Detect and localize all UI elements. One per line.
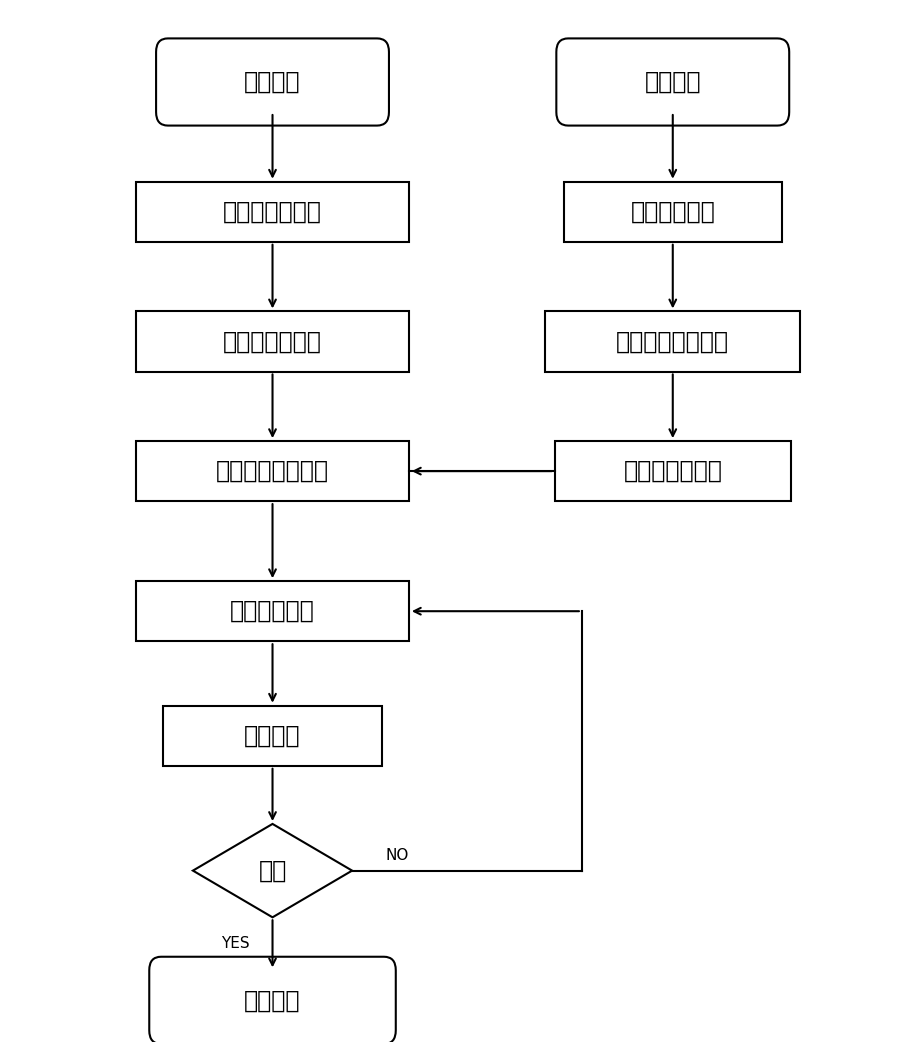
FancyBboxPatch shape: [136, 582, 409, 641]
FancyBboxPatch shape: [556, 39, 789, 126]
FancyBboxPatch shape: [150, 957, 396, 1044]
Text: 构造形状驱动项: 构造形状驱动项: [623, 459, 722, 483]
Polygon shape: [193, 824, 353, 917]
Text: 输入图像: 输入图像: [244, 70, 301, 94]
Text: 曲线演化: 曲线演化: [244, 724, 301, 748]
Text: 收敛: 收敛: [258, 859, 286, 883]
Text: 初始化演化曲线: 初始化演化曲线: [223, 200, 322, 224]
Text: 独立成分分析: 独立成分分析: [631, 200, 715, 224]
FancyBboxPatch shape: [136, 182, 409, 242]
FancyBboxPatch shape: [564, 182, 782, 242]
Text: 构造数据驱动项: 构造数据驱动项: [223, 329, 322, 354]
FancyBboxPatch shape: [163, 706, 382, 766]
FancyBboxPatch shape: [545, 312, 800, 371]
FancyBboxPatch shape: [156, 39, 389, 126]
Text: NO: NO: [386, 847, 409, 863]
Text: 分割结果: 分割结果: [244, 988, 301, 1013]
FancyBboxPatch shape: [136, 441, 409, 501]
Text: 构造总的能量函数: 构造总的能量函数: [216, 459, 329, 483]
FancyBboxPatch shape: [554, 441, 791, 501]
Text: 估计形状先验分布: 估计形状先验分布: [616, 329, 729, 354]
FancyBboxPatch shape: [136, 312, 409, 371]
Text: YES: YES: [221, 936, 250, 951]
Text: 形状先验: 形状先验: [644, 70, 701, 94]
Text: 计算演化方程: 计算演化方程: [230, 599, 315, 623]
